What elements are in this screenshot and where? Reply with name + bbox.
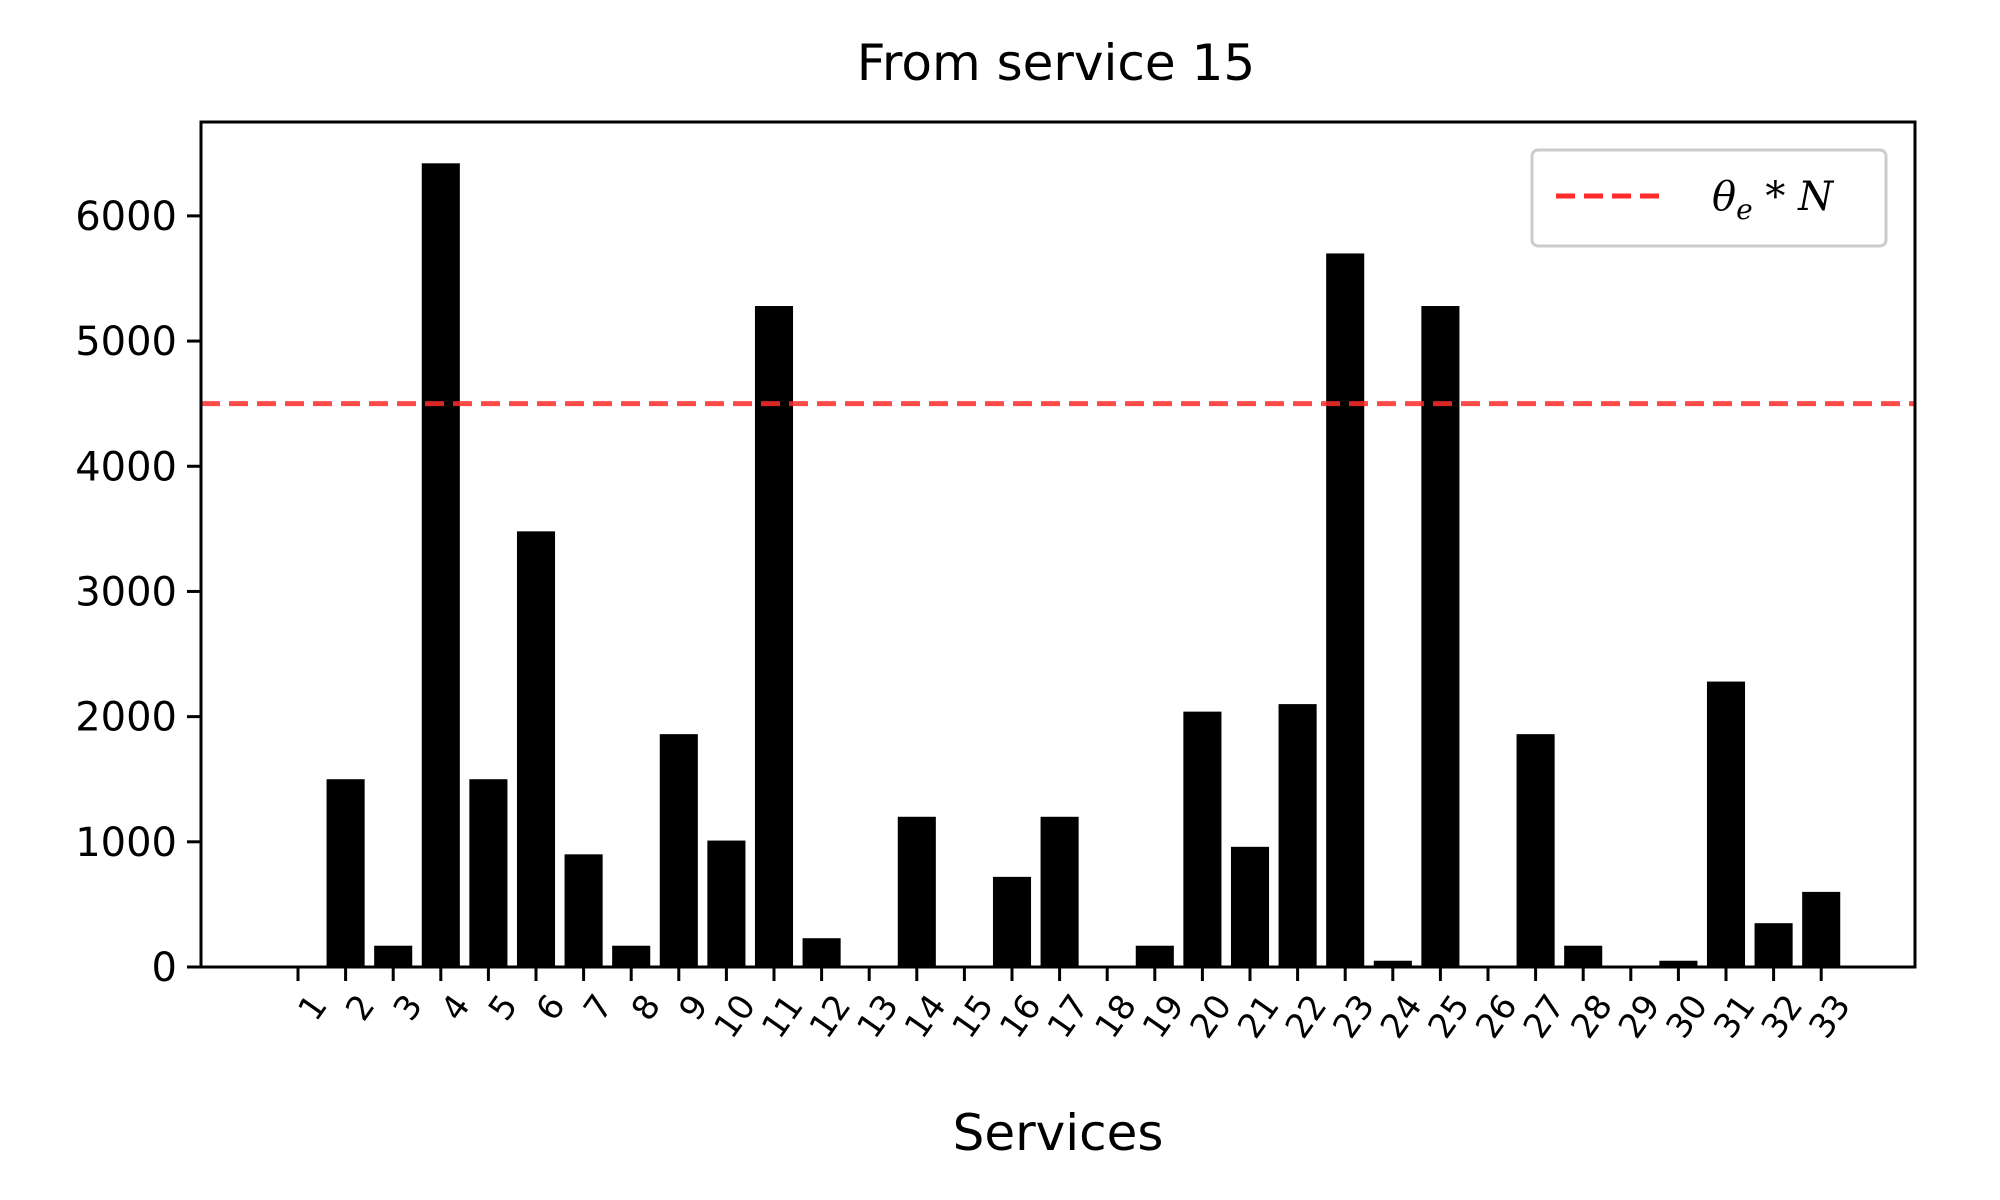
bar-service-32 <box>1754 923 1793 967</box>
bar-service-17 <box>1040 816 1079 967</box>
bar-service-11 <box>754 306 794 967</box>
bar-service-12 <box>802 938 841 967</box>
y-tick-label: 2000 <box>75 695 177 741</box>
legend: θe * N <box>1530 148 1888 248</box>
legend-label-base: θ <box>1712 174 1736 220</box>
bar-service-6 <box>516 531 556 967</box>
bar-service-2 <box>326 779 365 967</box>
bar-service-22 <box>1278 704 1317 967</box>
bar-service-25 <box>1421 306 1460 967</box>
y-axis: 0 1000 2000 3000 4000 5000 6000 <box>75 194 201 991</box>
bar-service-9 <box>659 734 698 967</box>
legend-box <box>1530 148 1888 248</box>
legend-label-subscript: e <box>1736 193 1753 226</box>
bar-service-33 <box>1802 891 1841 967</box>
y-tick-label: 4000 <box>75 444 177 490</box>
bar-service-3 <box>374 945 413 967</box>
bar-service-24 <box>1373 960 1412 967</box>
bar-service-5 <box>469 779 508 967</box>
x-axis-label: Services <box>953 1104 1164 1162</box>
bar-service-16 <box>992 876 1032 967</box>
legend-label-rest: * N <box>1753 174 1835 220</box>
bar-service-30 <box>1659 960 1698 967</box>
bar-service-28 <box>1564 945 1603 967</box>
bars-group <box>326 163 1841 968</box>
bar-service-27 <box>1516 734 1555 967</box>
y-tick-label: 1000 <box>75 820 177 866</box>
y-tick-label: 0 <box>152 945 177 991</box>
bar-service-21 <box>1230 846 1270 967</box>
bar-service-8 <box>612 945 651 967</box>
bar-service-14 <box>897 816 936 967</box>
bar-service-20 <box>1183 711 1222 967</box>
chart-title: From service 15 <box>857 34 1255 92</box>
y-tick-label: 6000 <box>75 194 177 240</box>
bar-service-7 <box>564 854 603 967</box>
bar-service-4 <box>421 163 460 968</box>
y-tick-label: 5000 <box>75 319 177 365</box>
bar-service-10 <box>707 840 746 967</box>
legend-label: θe * N <box>1712 174 1835 226</box>
bar-service-19 <box>1135 945 1174 967</box>
bar-service-23 <box>1326 253 1365 967</box>
y-tick-label: 3000 <box>75 569 177 615</box>
bar-service-31 <box>1706 681 1746 967</box>
plot-frame <box>199 120 1917 969</box>
